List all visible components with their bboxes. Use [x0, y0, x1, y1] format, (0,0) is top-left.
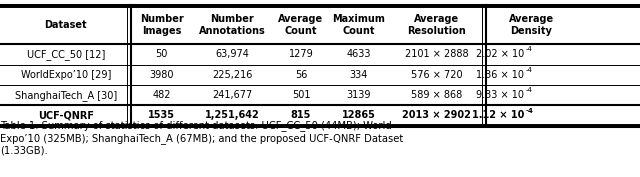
Text: 1535: 1535	[148, 110, 175, 121]
Text: WorldExpo’10 [29]: WorldExpo’10 [29]	[20, 70, 111, 80]
Text: 2101 × 2888: 2101 × 2888	[405, 49, 468, 59]
Text: 50: 50	[156, 49, 168, 59]
Text: 2.02 × 10: 2.02 × 10	[476, 49, 524, 59]
Text: 501: 501	[292, 90, 310, 100]
Text: 225,216: 225,216	[212, 70, 252, 80]
Text: Dataset: Dataset	[45, 20, 87, 30]
Text: 9.33 × 10: 9.33 × 10	[476, 90, 524, 100]
Text: 1,251,642: 1,251,642	[205, 110, 260, 121]
Text: 334: 334	[349, 70, 368, 80]
Text: 4633: 4633	[346, 49, 371, 59]
Text: 1.36 × 10: 1.36 × 10	[476, 70, 524, 80]
Text: 1.12 × 10: 1.12 × 10	[472, 110, 524, 121]
Text: -4: -4	[526, 67, 532, 73]
Text: ShanghaiTech_A [30]: ShanghaiTech_A [30]	[15, 90, 117, 101]
Text: 63,974: 63,974	[215, 49, 249, 59]
Text: UCF-QNRF: UCF-QNRF	[38, 110, 94, 121]
Text: 2013 × 2902: 2013 × 2902	[403, 110, 471, 121]
Text: Average
Resolution: Average Resolution	[408, 14, 467, 36]
Text: 56: 56	[295, 70, 307, 80]
Text: 12865: 12865	[342, 110, 376, 121]
Text: 3980: 3980	[150, 70, 174, 80]
Text: 241,677: 241,677	[212, 90, 252, 100]
Text: Maximum
Count: Maximum Count	[332, 14, 385, 36]
Text: Average
Count: Average Count	[278, 14, 323, 36]
Text: 576 × 720: 576 × 720	[411, 70, 463, 80]
Text: 589 × 868: 589 × 868	[412, 90, 463, 100]
Text: -4: -4	[526, 47, 532, 52]
Text: 1279: 1279	[289, 49, 314, 59]
Text: Number
Images: Number Images	[140, 14, 184, 36]
Text: UCF_CC_50 [12]: UCF_CC_50 [12]	[27, 49, 105, 60]
Text: 815: 815	[291, 110, 311, 121]
Text: 482: 482	[152, 90, 171, 100]
Text: -4: -4	[526, 87, 532, 93]
Text: -4: -4	[526, 108, 534, 113]
Text: Average
Density: Average Density	[509, 14, 554, 36]
Text: Table 1: Summary of statistics of different datasets. UCF_CC_50 (44MB); World-
E: Table 1: Summary of statistics of differ…	[0, 120, 404, 155]
Text: 3139: 3139	[346, 90, 371, 100]
Text: Number
Annotations: Number Annotations	[199, 14, 266, 36]
